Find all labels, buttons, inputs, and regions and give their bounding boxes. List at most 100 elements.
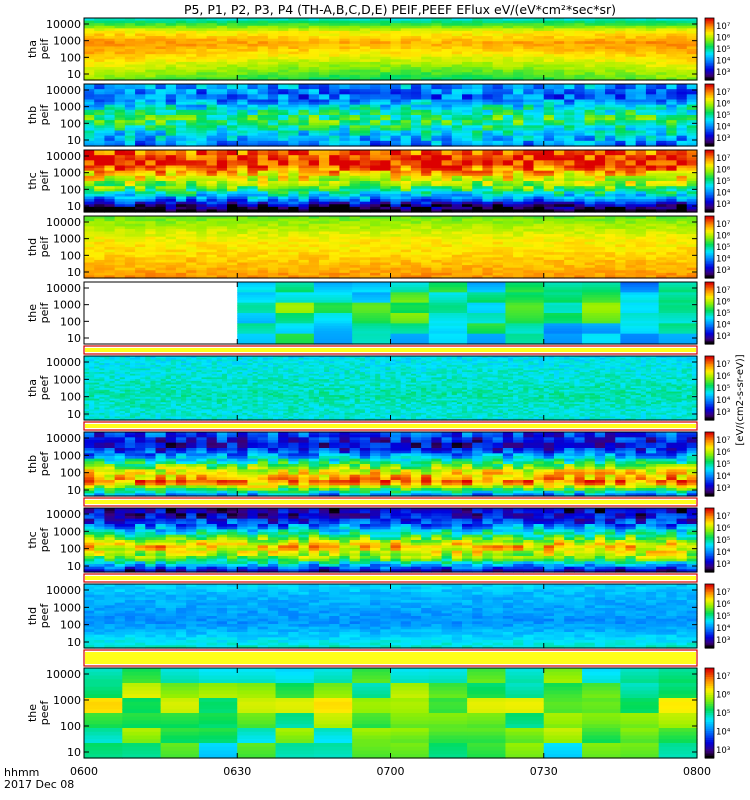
spectrogram-cell [574,20,586,24]
spectrogram-cell [451,84,463,88]
spectrogram-cell [124,244,136,248]
spectrogram-cell [196,120,208,124]
spectrogram-cell [308,107,320,111]
spectrogram-cell [247,130,259,134]
spectrogram-cell [594,112,606,116]
spectrogram-cell [656,49,667,53]
spectrogram-cell [267,140,279,145]
spectrogram-cell [308,38,320,42]
spectrogram-cell [431,94,443,98]
spectrogram-cell [441,157,453,161]
spectrogram-cell [288,69,300,73]
spectrogram-cell [114,168,126,172]
spectrogram-cell [635,191,647,195]
spectrogram-cell [390,181,402,185]
spectrogram-cell [513,84,524,88]
spectrogram-cell [492,33,504,37]
spectrogram-cell [502,152,514,156]
spectrogram-cell [635,196,647,200]
spectrogram-cell [472,181,484,185]
spectrogram-cell [390,54,402,58]
spectrogram-cell [370,56,381,60]
spectrogram-cell [359,170,371,174]
colorbar-segment [705,193,714,196]
colorbar-segment [705,207,714,210]
spectrogram-cell [237,43,249,48]
spectrogram-cell [104,160,116,164]
spectrogram-cell [288,104,300,108]
spectrogram-cell [533,199,545,203]
spectrogram-cell [656,193,667,198]
spectrogram-cell [247,102,259,106]
spectrogram-cell [625,107,637,111]
spectrogram-cell [523,173,535,177]
spectrogram-cell [410,72,422,76]
spectrogram-cell [502,157,514,161]
spectrogram-cell [329,183,341,187]
spectrogram-cell [94,54,106,58]
spectrogram-cell [196,150,208,154]
spectrogram-cell [421,59,432,63]
spectrogram-cell [124,54,136,58]
spectrogram-cell [370,96,381,101]
spectrogram-cell [400,193,412,198]
spectrogram-cell [329,61,341,66]
spectrogram-cell [533,41,545,45]
spectrogram-cell [349,204,361,208]
spectrogram-cell [114,155,126,159]
spectrogram-cell [472,178,484,182]
spectrogram-cell [124,241,136,246]
spectrogram-cell [349,74,361,79]
spectrogram-cell [564,206,575,211]
spectrogram-cell [421,33,432,37]
spectrogram-cell [308,36,320,40]
spectrogram-cell [206,77,218,81]
spectrogram-cell [390,30,402,35]
spectrogram-cell [492,28,504,32]
spectrogram-cell [553,36,565,40]
spectrogram-cell [135,221,146,225]
spectrogram-cell [318,72,330,76]
spectrogram-cell [492,181,504,185]
spectrogram-cell [257,157,269,161]
spectrogram-cell [359,175,371,180]
spectrogram-cell [451,183,463,187]
spectrogram-cell [594,72,606,76]
spectrogram-cell [227,201,238,205]
spectrogram-cell [206,43,218,48]
spectrogram-cell [104,46,116,50]
spectrogram-cell [278,150,289,154]
spectrogram-cell [329,36,341,40]
spectrogram-cell [155,155,167,159]
spectrogram-cell [390,170,402,174]
spectrogram-cell [441,30,453,35]
spectrogram-cell [390,107,402,111]
spectrogram-cell [615,51,627,55]
spectrogram-cell [472,115,484,119]
colorbar-segment [705,59,714,62]
spectrogram-cell [155,59,167,63]
spectrogram-cell [318,130,330,134]
spectrogram-cell [533,152,545,156]
colorbar-segment [705,104,714,107]
spectrogram-cell [635,36,647,40]
spectrogram-cell [216,234,228,238]
spectrogram-cell [227,74,238,79]
spectrogram-cell [543,112,555,116]
spectrogram-cell [196,74,208,79]
spectrogram-cell [676,125,688,129]
spectrogram-cell [114,160,126,164]
spectrogram-cell [145,18,157,22]
colorbar-segment [705,132,714,135]
spectrogram-cell [482,109,494,114]
spectrogram-cell [513,183,524,187]
spectrogram-cell [155,254,167,258]
spectrogram-cell [380,155,392,159]
spectrogram-cell [318,165,330,169]
spectrogram-cell [124,43,136,48]
spectrogram-cell [329,191,341,195]
spectrogram-cell [94,120,106,124]
spectrogram-cell [94,218,106,222]
spectrogram-cell [349,46,361,50]
spectrogram-cell [533,84,545,88]
